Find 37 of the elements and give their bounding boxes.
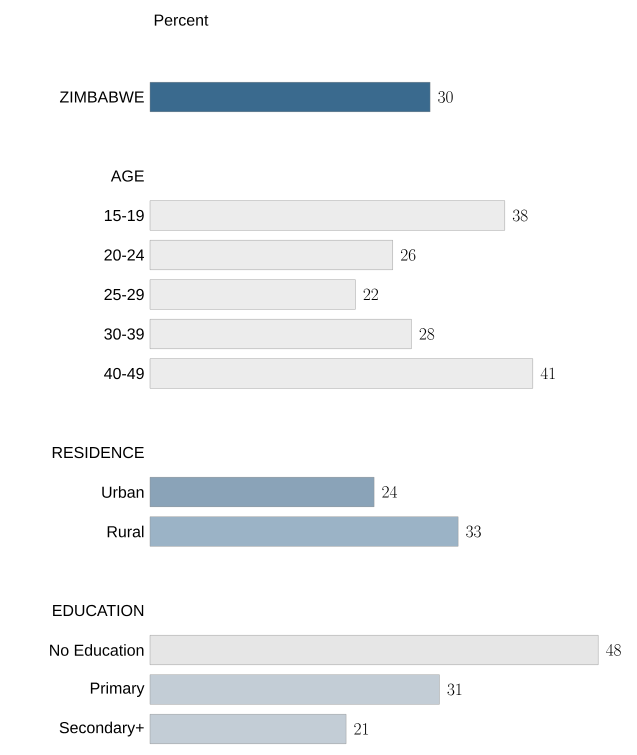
bar bbox=[150, 476, 374, 508]
bar bbox=[150, 279, 356, 310]
bar bbox=[150, 200, 506, 231]
y-tick-label: Primary bbox=[90, 682, 144, 697]
bar bbox=[150, 674, 440, 705]
data-label: 33 bbox=[466, 526, 481, 538]
bar bbox=[150, 516, 458, 547]
data-label: 30 bbox=[438, 91, 453, 103]
bar bbox=[150, 318, 412, 350]
y-tick-label: 15-19 bbox=[104, 210, 144, 222]
y-tick-label: AGE bbox=[110, 170, 144, 182]
y-tick-label: ZIMBABWE bbox=[60, 92, 144, 102]
data-label: 21 bbox=[354, 723, 368, 735]
x-axis-title: Percent bbox=[154, 14, 208, 26]
y-tick-label: RESIDENCE bbox=[52, 446, 144, 458]
bar bbox=[150, 634, 598, 666]
data-label: 26 bbox=[400, 249, 416, 261]
bar bbox=[150, 358, 534, 389]
data-label: 38 bbox=[512, 210, 528, 222]
data-label: 31 bbox=[448, 684, 462, 696]
bar bbox=[150, 82, 430, 112]
y-tick-label: 40-49 bbox=[104, 368, 144, 380]
y-tick-label: Secondary+ bbox=[60, 722, 144, 736]
y-tick-label: 20-24 bbox=[104, 249, 144, 261]
bar bbox=[150, 714, 346, 744]
data-label: 48 bbox=[606, 644, 621, 656]
y-tick-label: Urban bbox=[102, 486, 144, 498]
y-tick-label: 30-39 bbox=[104, 328, 144, 340]
y-tick-label: Rural bbox=[108, 526, 144, 538]
y-tick-label: 25-29 bbox=[104, 288, 144, 300]
data-label: 41 bbox=[540, 368, 555, 380]
bar bbox=[150, 240, 393, 270]
data-label: 24 bbox=[382, 486, 398, 498]
y-tick-label: EDUCATION bbox=[53, 604, 144, 616]
y-tick-label: No Education bbox=[50, 644, 144, 656]
data-label: 22 bbox=[364, 288, 378, 300]
data-label: 28 bbox=[420, 328, 434, 340]
